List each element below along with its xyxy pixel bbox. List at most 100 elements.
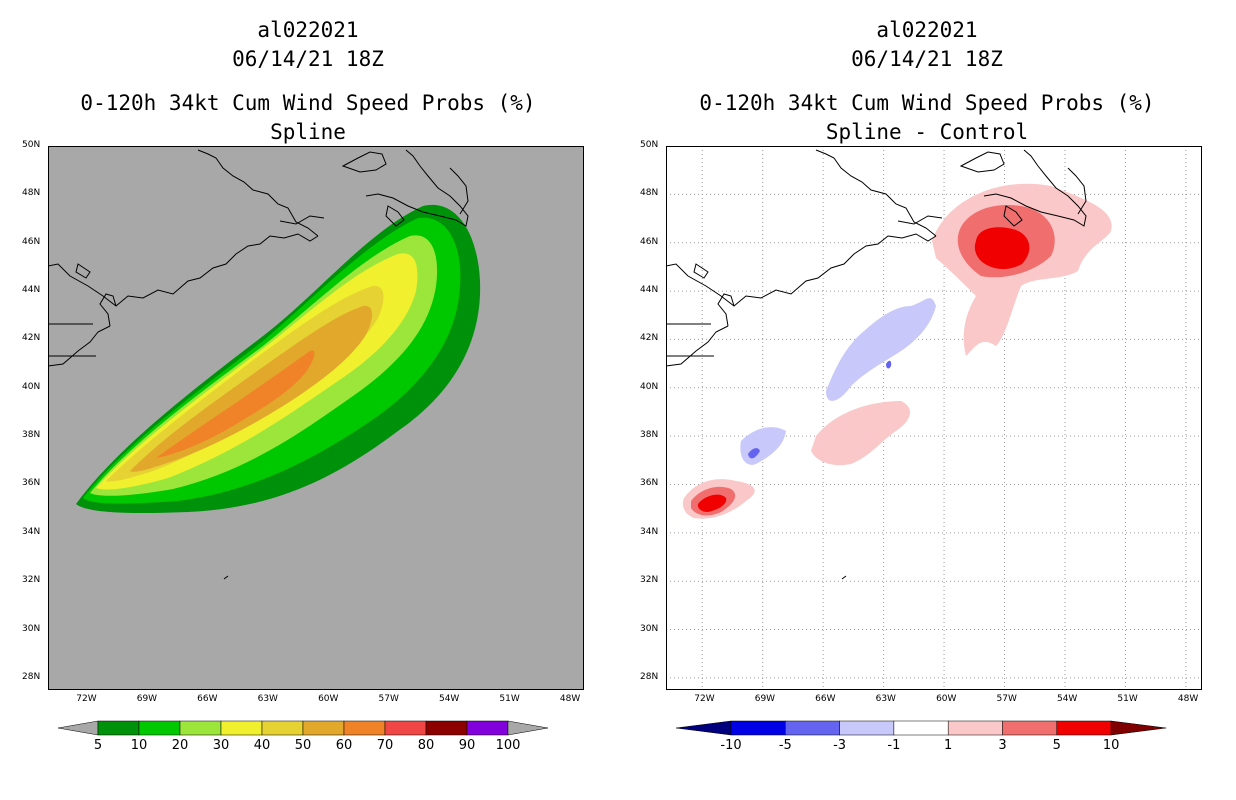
colorbar-swatch [1002, 720, 1058, 736]
coastlines [48, 149, 469, 580]
colorbar-label: -1 [887, 738, 901, 753]
left-panel-title: al022021 06/14/21 18Z 0-120h 34kt Cum Wi… [8, 16, 608, 147]
colorbar-swatch [839, 720, 895, 736]
lat-tick-label: 32N [640, 575, 659, 586]
lon-tick-label: 54W [1056, 694, 1078, 704]
colorbar-label: 30 [212, 738, 230, 753]
lon-tick-label: 60W [936, 694, 957, 704]
probability-map [48, 146, 584, 690]
colorbar-swatch [220, 720, 263, 736]
diff-positive-5 [974, 227, 1030, 270]
colorbar-end-high [1110, 720, 1167, 736]
colorbar-label: 10 [1102, 738, 1120, 753]
lon-tick-label: 69W [754, 694, 776, 704]
colorbar-label: 70 [376, 738, 394, 753]
colorbar-swatch [947, 720, 1003, 736]
lat-tick-label: 44N [22, 285, 41, 296]
lat-tick-label: 42N [22, 333, 41, 344]
diff-positive-5c [697, 494, 727, 512]
storm-id: al022021 [257, 18, 359, 42]
colorbar-label: 40 [253, 738, 271, 753]
lat-tick-label: 50N [640, 140, 659, 150]
lat-tick-label: 36N [22, 478, 41, 489]
colorbar-end-low [57, 720, 99, 736]
lat-tick-label: 44N [640, 285, 659, 296]
prob-contour-60 [156, 350, 315, 458]
colorbar-label: 3 [998, 738, 1007, 753]
lat-tick-label: 40N [640, 381, 659, 392]
probability-colorbar: 5 10 20 30 40 50 60 70 80 90 100 [57, 718, 554, 758]
product-title: 0-120h 34kt Cum Wind Speed Probs (%) [80, 91, 536, 115]
colorbar-label: 50 [294, 738, 312, 753]
difference-map [666, 146, 1202, 690]
colorbar-swatch [302, 720, 345, 736]
lat-tick-label: 28N [640, 671, 659, 682]
datetime: 06/14/21 18Z [232, 47, 384, 71]
lon-tick-label: 51W [499, 694, 520, 704]
colorbar-label: 1 [944, 738, 953, 753]
colorbar-swatch [384, 720, 427, 736]
lat-tick-label: 38N [640, 430, 659, 441]
lon-tick-label: 48W [559, 694, 581, 704]
difference-colorbar-svg [675, 720, 1167, 736]
colorbar-end-low [675, 720, 732, 736]
product-title: 0-120h 34kt Cum Wind Speed Probs (%) [699, 91, 1155, 115]
coastlines [666, 149, 1087, 580]
colorbar-swatch [261, 720, 304, 736]
diff-positive-1b [811, 401, 911, 466]
colorbar-swatch [179, 720, 222, 736]
probability-contours [76, 204, 481, 514]
lon-tick-label: 72W [694, 694, 715, 704]
lat-tick-label: 42N [640, 333, 659, 344]
lat-tick-label: 48N [640, 188, 659, 199]
colorbar-end-high [507, 720, 549, 736]
lat-tick-label: 50N [22, 140, 41, 150]
colorbar-label: 20 [171, 738, 189, 753]
lat-tick-label: 36N [640, 478, 659, 489]
lon-tick-label: 66W [815, 694, 836, 704]
probability-map-svg [48, 146, 584, 690]
colorbar-swatch [785, 720, 840, 736]
grid-lines [666, 146, 1202, 690]
lat-tick-label: 46N [22, 236, 41, 247]
colorbar-swatch [466, 720, 509, 736]
colorbar-label: 5 [93, 738, 103, 753]
map-frame [666, 146, 1202, 690]
difference-contours [682, 183, 1112, 519]
colorbar-label: 10 [130, 738, 148, 753]
colorbar-label: 90 [458, 738, 476, 753]
lat-tick-label: 48N [22, 188, 41, 199]
lon-tick-label: 72W [76, 694, 97, 704]
colorbar-label: -3 [833, 738, 847, 753]
colorbar-label: 80 [417, 738, 435, 753]
colorbar-label: -10 [720, 738, 742, 753]
lon-tick-label: 57W [996, 694, 1017, 704]
lon-tick-label: 48W [1177, 694, 1199, 704]
lon-tick-label: 69W [136, 694, 158, 704]
panel-subtitle: Spline - Control [825, 120, 1029, 144]
lat-tick-label: 40N [22, 381, 41, 392]
colorbar-swatch [730, 720, 786, 736]
colorbar-swatch [1056, 720, 1112, 736]
lat-tick-label: 38N [22, 430, 41, 441]
lat-tick-label: 30N [22, 623, 41, 634]
panel-subtitle: Spline [270, 120, 346, 144]
lon-tick-label: 60W [318, 694, 339, 704]
probability-colorbar-svg [57, 720, 549, 736]
colorbar-swatch [893, 720, 949, 736]
datetime: 06/14/21 18Z [851, 47, 1003, 71]
colorbar-swatch [97, 720, 140, 736]
lat-tick-label: 28N [22, 671, 41, 682]
lat-tick-label: 34N [640, 526, 659, 537]
colorbar-label: -5 [778, 738, 792, 753]
right-panel-title: al022021 06/14/21 18Z 0-120h 34kt Cum Wi… [627, 16, 1227, 147]
map-frame [48, 146, 584, 690]
diff-negative-3a [748, 448, 760, 459]
lon-tick-label: 57W [378, 694, 399, 704]
lat-tick-label: 34N [22, 526, 41, 537]
lon-tick-label: 51W [1117, 694, 1138, 704]
lon-tick-label: 66W [197, 694, 218, 704]
lon-tick-label: 63W [875, 694, 896, 704]
colorbar-swatch [138, 720, 181, 736]
colorbar-label: 100 [495, 738, 521, 753]
